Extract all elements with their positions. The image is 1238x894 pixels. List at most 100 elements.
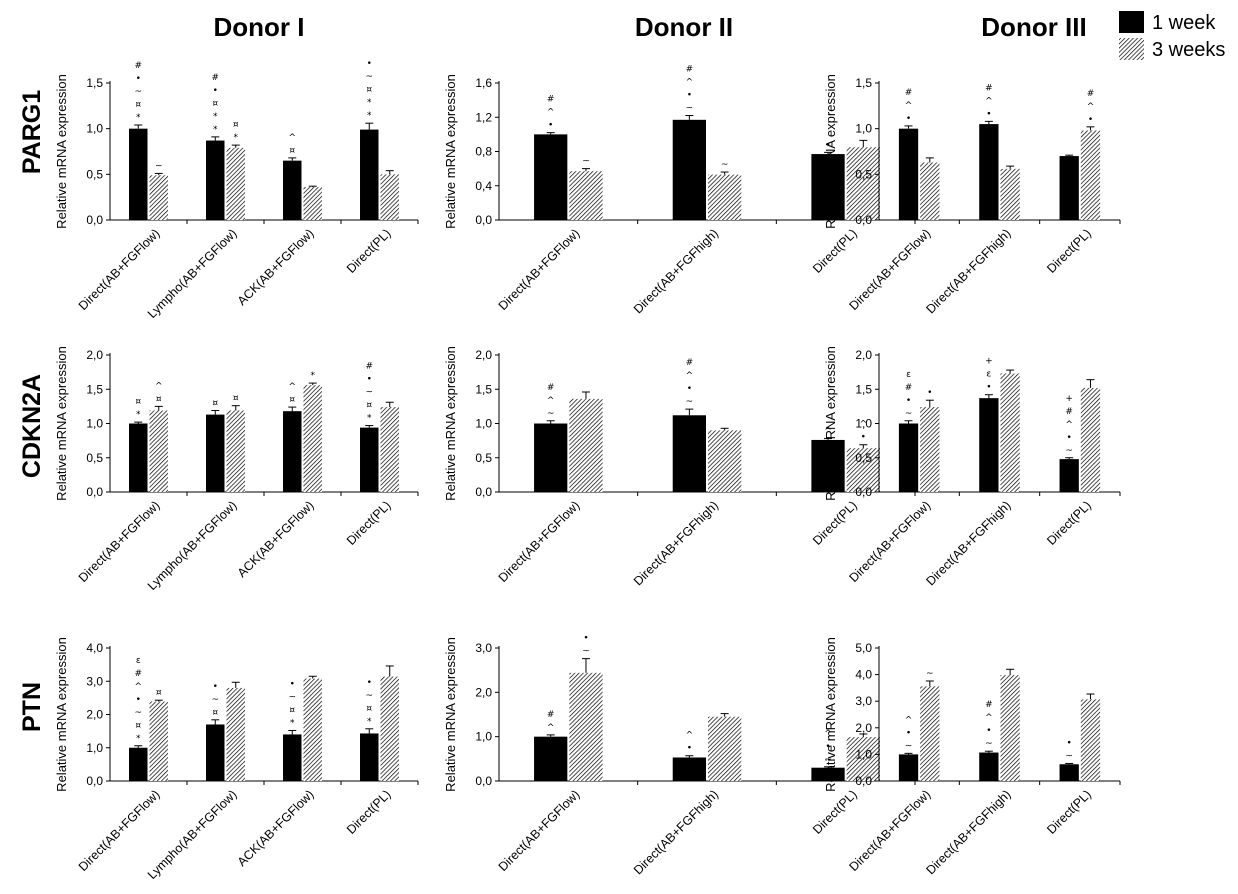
y-tick-label: 4,0 (86, 641, 103, 655)
row-title-cdkn2a: CDKN2A (18, 374, 46, 478)
bar-3-weeks (303, 187, 322, 220)
significance-mark: # (985, 83, 993, 93)
x-category-label: Direct(AB+FGFhigh) (631, 787, 721, 877)
y-tick-label: 1,2 (475, 110, 492, 124)
significance-mark: # (134, 61, 142, 71)
significance-mark: # (365, 362, 373, 372)
bar-3-weeks (920, 162, 940, 220)
y-tick-label: 0,5 (855, 451, 872, 465)
y-tick-label: 0,0 (86, 485, 103, 499)
bar-1-week (1059, 764, 1079, 781)
significance-mark: • (213, 682, 218, 692)
significance-mark: • (825, 742, 830, 752)
x-category-label: Direct(AB+FGFlow) (847, 226, 934, 313)
y-tick-label: 1,0 (475, 417, 492, 431)
bar-1-week (1059, 156, 1079, 220)
significance-mark: ~ (547, 409, 555, 419)
significance-mark: ~ (1065, 446, 1073, 456)
bar-1-week (811, 439, 845, 492)
significance-mark: ^ (547, 108, 555, 118)
significance-mark: ¤ (156, 394, 162, 404)
bar-1-week (811, 154, 845, 220)
bar-1-week (360, 733, 379, 781)
y-tick-label: 1,0 (855, 122, 872, 136)
bar-1-week (979, 398, 999, 492)
y-tick-label: 2,0 (86, 348, 103, 362)
bar-1-week (811, 767, 845, 781)
y-tick-label: 0,0 (475, 213, 492, 227)
bar-1-week (129, 128, 148, 220)
significance-mark: • (906, 114, 911, 124)
x-category-label: Direct(AB+FGFlow) (76, 226, 163, 313)
bar-1-week (979, 124, 999, 220)
significance-mark: ^ (824, 427, 832, 437)
significance-mark: • (136, 695, 141, 705)
y-tick-label: 1,5 (86, 382, 103, 396)
significance-mark: ^ (1065, 420, 1073, 430)
legend-label-3-weeks: 3 weeks (1152, 39, 1225, 61)
x-category-label: Direct(PL) (1044, 498, 1094, 548)
bar-3-weeks (226, 147, 245, 220)
significance-mark: ^ (985, 96, 993, 106)
significance-mark: ~ (1065, 751, 1073, 761)
significance-mark: ε (986, 370, 991, 380)
significance-mark: ^ (134, 682, 142, 692)
significance-mark: • (1067, 738, 1072, 748)
bar-3-weeks (149, 175, 168, 220)
x-category-label: Direct(AB+FGFhigh) (923, 498, 1013, 588)
significance-mark: • (986, 109, 991, 119)
y-tick-label: 2,0 (86, 708, 103, 722)
row-title-parg1: PARG1 (18, 90, 46, 174)
significance-mark: • (687, 744, 692, 754)
bar-1-week (672, 415, 706, 492)
significance-mark: # (686, 65, 694, 75)
panel-parg1-1: Relative mRNA expression 0,0 0,5 1,0 1,5 * ¤ ~ •… (54, 59, 419, 321)
bar-1-week (672, 119, 706, 220)
y-tick-label: 0,0 (86, 774, 103, 788)
significance-mark: ^ (860, 420, 868, 430)
y-tick-label: 3,0 (86, 674, 103, 688)
bar-3-weeks (226, 410, 245, 492)
significance-mark: • (825, 140, 830, 150)
bar-3-weeks (920, 686, 940, 781)
significance-mark: * (310, 371, 315, 381)
bar-3-weeks (846, 147, 880, 220)
bar-3-weeks (708, 430, 742, 492)
significance-mark: ¤ (212, 99, 218, 109)
bar-1-week (534, 134, 568, 220)
significance-mark: ^ (985, 713, 993, 723)
y-axis-label: Relative mRNA expression (443, 637, 458, 792)
bar-1-week (206, 140, 225, 220)
y-tick-label: 1,5 (475, 382, 492, 396)
y-tick-label: 0,8 (475, 145, 492, 159)
x-category-label: Direct(AB+FGFhigh) (631, 498, 721, 588)
y-tick-label: 0,4 (475, 179, 492, 193)
significance-mark: • (687, 384, 692, 394)
bar-3-weeks (569, 672, 603, 781)
significance-mark: * (136, 113, 141, 123)
row-title-ptn: PTN (18, 682, 46, 732)
y-tick-label: 0,0 (855, 485, 872, 499)
significance-mark: ~ (134, 87, 142, 97)
x-category-label: Direct(AB+FGFlow) (847, 787, 934, 874)
legend-swatch-3-weeks (1119, 38, 1144, 60)
significance-mark: • (583, 634, 588, 644)
significance-mark: ¤ (366, 704, 372, 714)
y-tick-label: 1,5 (855, 382, 872, 396)
significance-mark: • (136, 74, 141, 84)
significance-mark: ¤ (156, 688, 162, 698)
significance-mark: ~ (134, 708, 142, 718)
x-category-label: Direct(PL) (810, 226, 860, 276)
bar-3-weeks (1080, 699, 1101, 781)
significance-mark: ε (136, 656, 141, 666)
significance-mark: • (906, 396, 911, 406)
y-axis-label: Relative mRNA expression (443, 74, 458, 229)
y-tick-label: 0,0 (855, 774, 872, 788)
bar-3-weeks (303, 678, 322, 781)
bar-3-weeks (1080, 130, 1101, 220)
significance-mark: ~ (905, 409, 913, 419)
significance-mark: # (1087, 89, 1095, 99)
y-tick-label: 1,5 (86, 76, 103, 90)
bar-1-week (129, 747, 148, 781)
